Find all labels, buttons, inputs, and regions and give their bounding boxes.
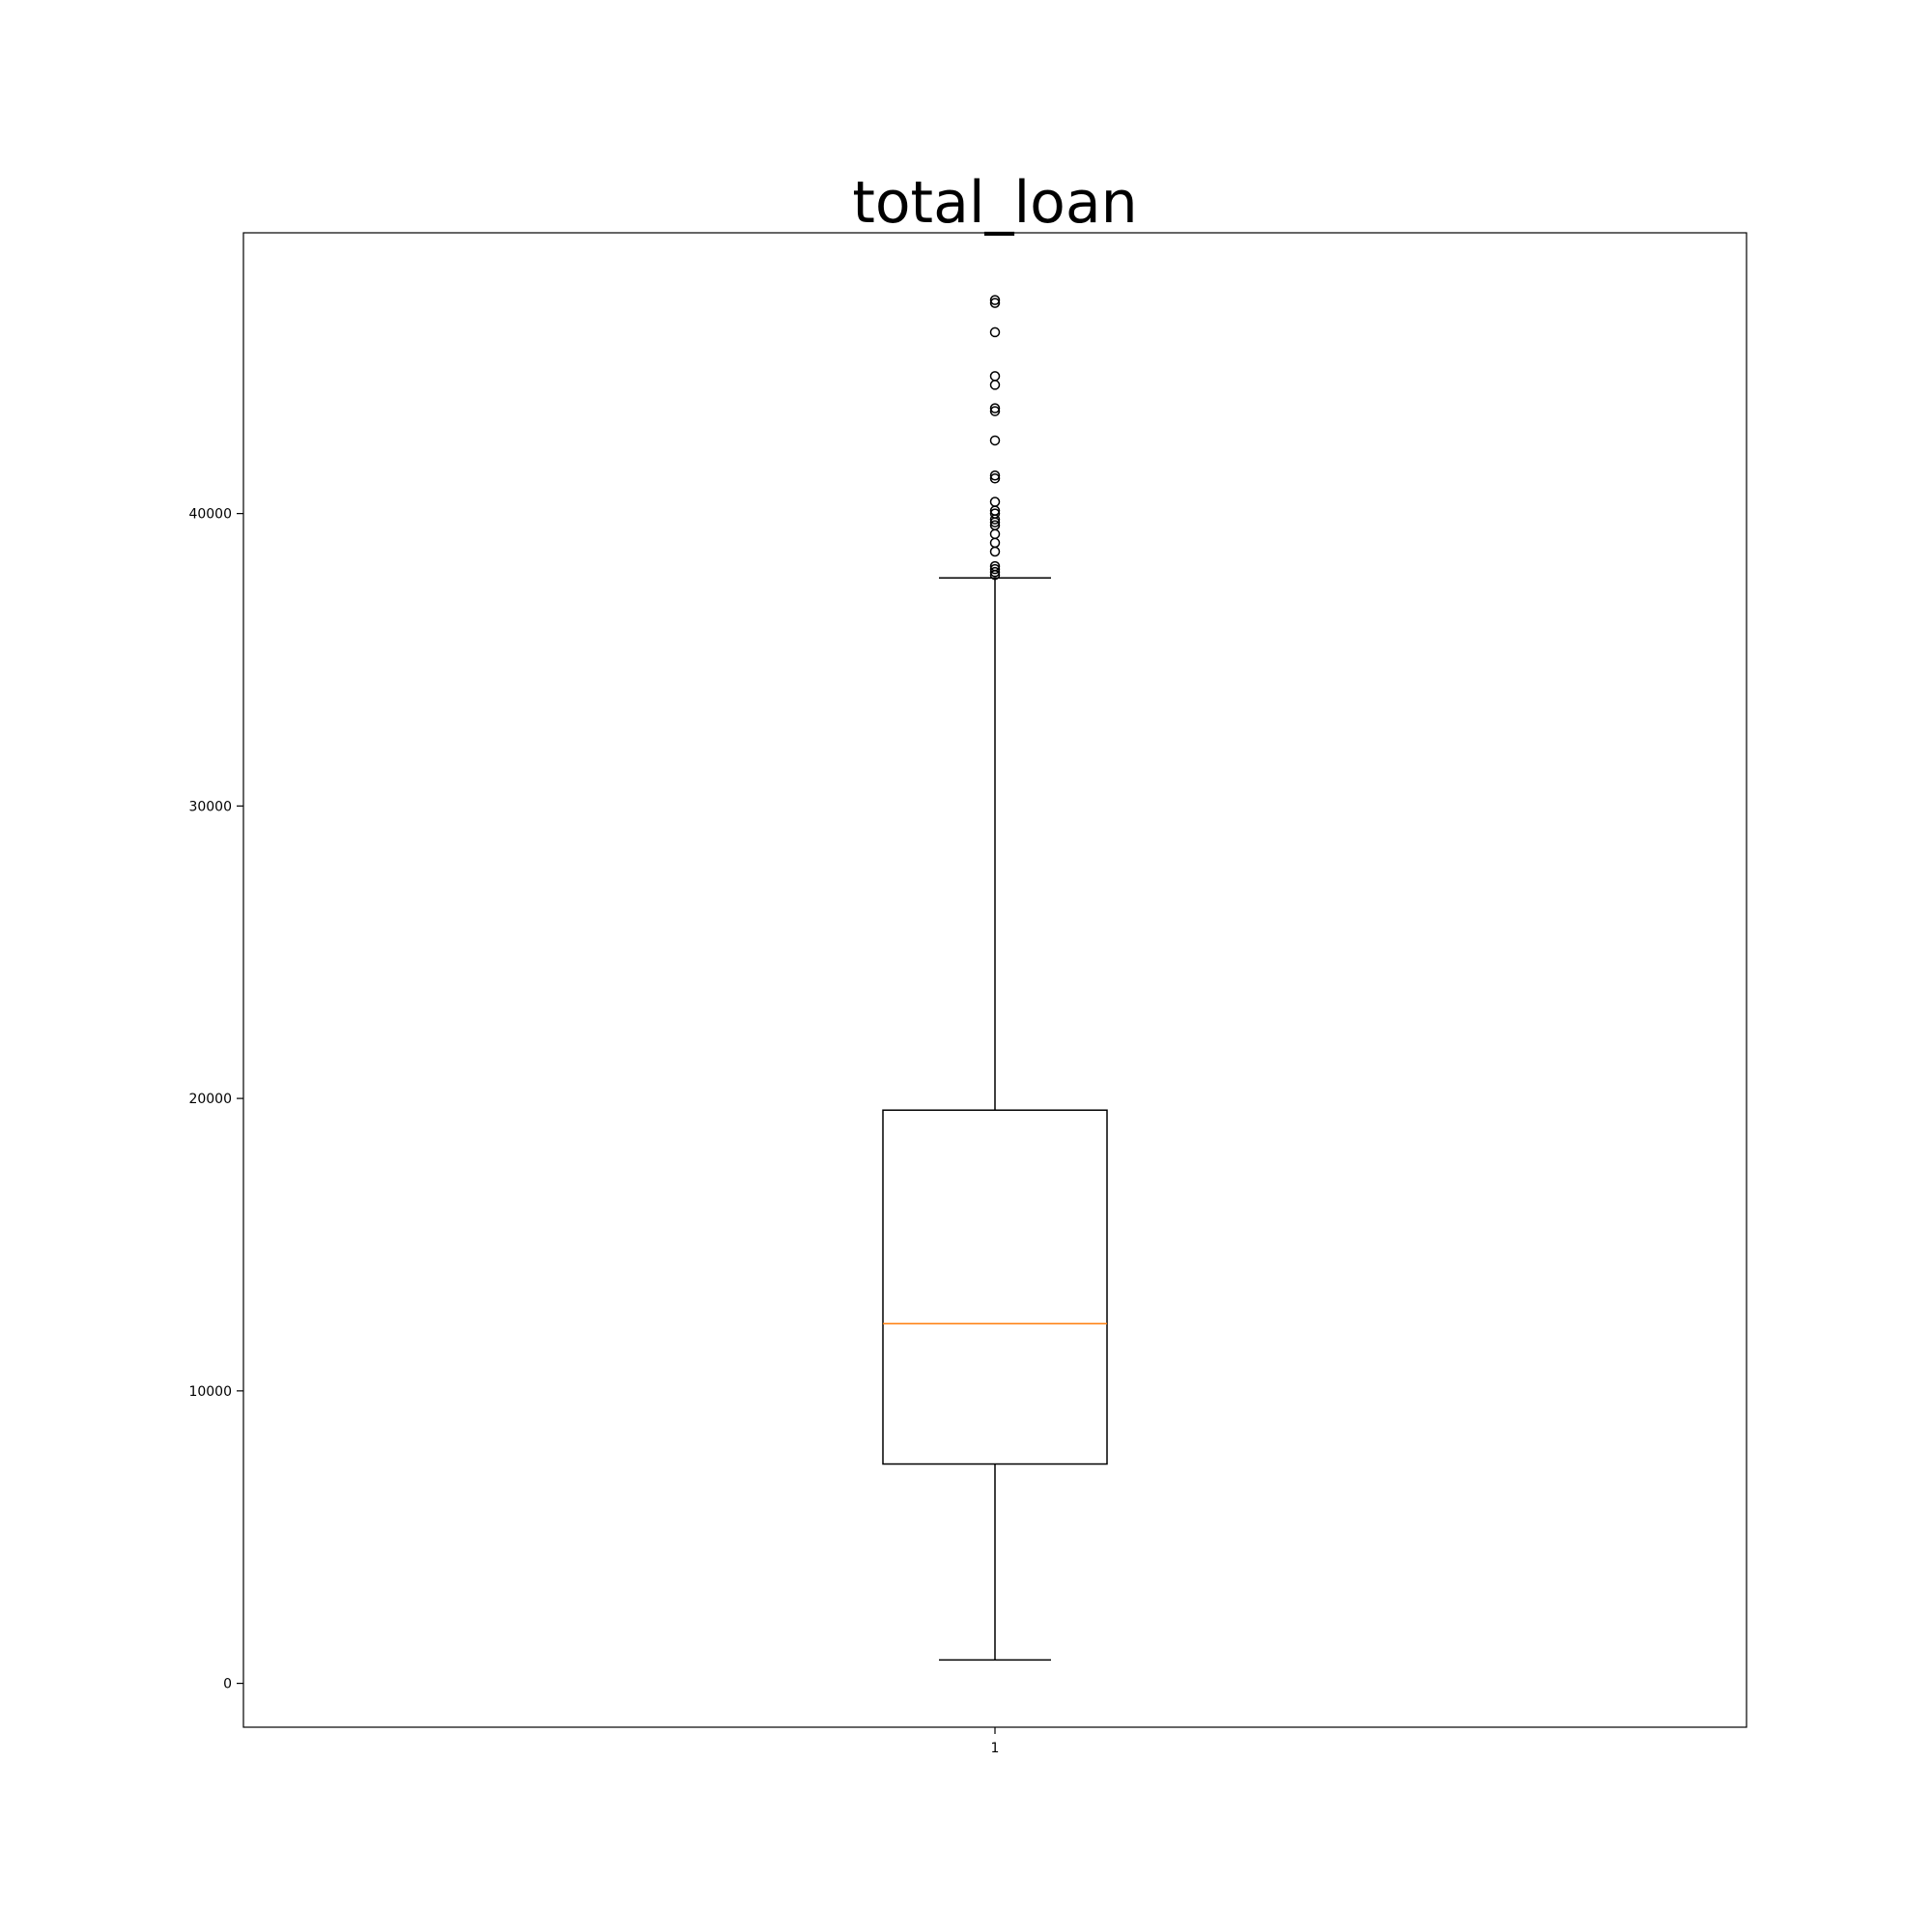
y-tick-label: 30000	[188, 799, 232, 814]
x-axis: 1	[991, 1727, 1000, 1756]
x-tick-label: 1	[991, 1741, 1000, 1756]
outlier-point	[989, 528, 1001, 540]
outlier-point	[989, 371, 1001, 382]
outlier-point	[989, 517, 1001, 527]
box-plot-series	[882, 577, 1108, 1662]
outlier-point	[989, 470, 1001, 481]
outlier-point	[989, 406, 1001, 416]
outlier-point	[989, 566, 1001, 578]
outlier-point	[989, 514, 1001, 525]
outlier-point	[989, 537, 1001, 549]
outlier-point	[989, 298, 1001, 308]
y-tick-label: 10000	[188, 1384, 232, 1400]
outlier-point	[989, 435, 1001, 446]
y-axis: 0 10000 20000 30000 40000	[188, 507, 243, 1692]
outlier-point	[989, 295, 1001, 305]
outlier-point	[989, 380, 1001, 390]
y-tick-label: 40000	[188, 507, 232, 523]
outlier-point	[989, 473, 1001, 484]
chart-title: total_loan	[852, 169, 1137, 237]
outlier-point	[989, 403, 1001, 413]
interquartile-box	[882, 1109, 1108, 1465]
y-tick-label: 20000	[188, 1092, 232, 1107]
outlier-point	[989, 546, 1001, 557]
outlier-points	[989, 295, 1001, 581]
y-tick-label: 0	[223, 1677, 232, 1692]
outlier-point	[989, 327, 1001, 338]
outlier-point	[989, 563, 1001, 575]
outlier-point	[989, 497, 1001, 507]
outlier-point	[989, 569, 1001, 581]
